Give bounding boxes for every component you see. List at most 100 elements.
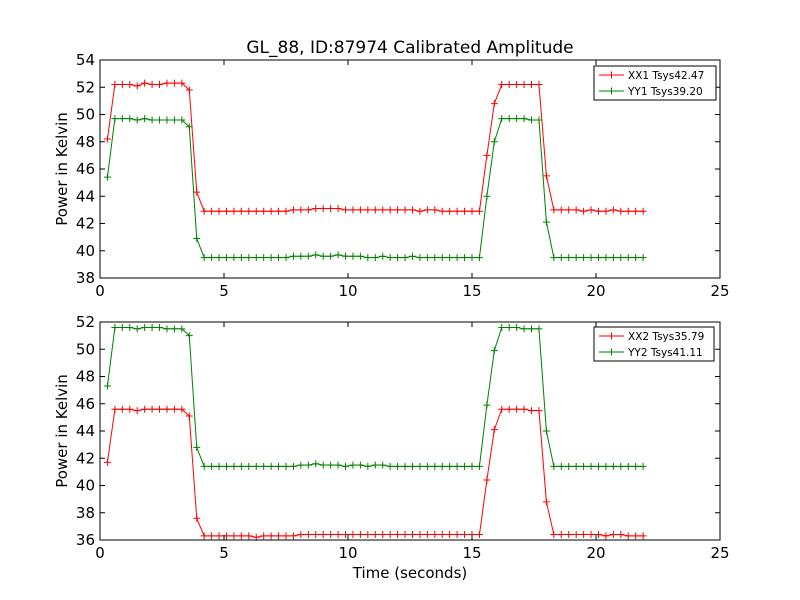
data-point <box>260 532 268 540</box>
data-point <box>572 462 580 470</box>
data-point <box>535 81 543 89</box>
data-point <box>126 405 134 413</box>
data-point <box>386 254 394 262</box>
data-point <box>408 462 416 470</box>
data-point <box>118 405 126 413</box>
data-point <box>342 462 350 470</box>
data-point <box>639 462 647 470</box>
data-point <box>364 531 372 539</box>
y-tick-label: 48 <box>76 133 95 151</box>
data-point <box>602 532 610 540</box>
data-point <box>267 207 275 215</box>
data-point <box>185 332 193 340</box>
data-point <box>453 254 461 262</box>
legend-marker <box>608 348 615 356</box>
subplot-2: 0 5 10 15 20 25 36 38 40 42 44 46 48 50 52 Power in Kel… <box>53 313 730 562</box>
data-point <box>632 254 640 262</box>
data-point <box>401 254 409 262</box>
data-point <box>267 532 275 540</box>
data-point <box>356 531 364 539</box>
data-point <box>624 462 632 470</box>
data-point <box>230 207 238 215</box>
data-point <box>222 254 230 262</box>
legend-entry: YY2 Tsys41.11 <box>599 347 703 359</box>
data-point <box>535 116 543 124</box>
chart-title: GL_88, ID:87974 Calibrated Amplitude <box>246 38 573 58</box>
data-point <box>587 462 595 470</box>
data-point <box>193 234 201 242</box>
data-point <box>252 254 260 262</box>
data-point <box>602 462 610 470</box>
data-point <box>609 206 617 214</box>
data-point <box>453 207 461 215</box>
data-point <box>312 205 320 213</box>
data-point <box>386 531 394 539</box>
data-point <box>133 116 141 124</box>
data-point <box>371 461 379 469</box>
data-point <box>304 206 312 214</box>
data-point <box>156 323 164 331</box>
data-point <box>602 207 610 215</box>
data-point <box>304 461 312 469</box>
data-point <box>490 138 498 146</box>
y-tick-label: 46 <box>76 395 95 413</box>
y-tick-label: 42 <box>76 449 95 467</box>
data-point <box>141 79 149 87</box>
legend-marker <box>608 71 615 79</box>
data-point <box>617 207 625 215</box>
data-point <box>126 323 134 331</box>
data-point <box>394 462 402 470</box>
x-tick-label: 10 <box>338 544 357 562</box>
data-point <box>327 531 335 539</box>
data-point <box>580 462 588 470</box>
data-point <box>364 462 372 470</box>
data-point <box>565 462 573 470</box>
data-point <box>118 323 126 331</box>
x-axis-label: Time (seconds) <box>352 564 468 582</box>
data-point <box>215 462 223 470</box>
data-point <box>289 462 297 470</box>
data-point <box>386 206 394 214</box>
data-point <box>208 532 216 540</box>
data-point <box>245 207 253 215</box>
y-tick-label: 48 <box>76 368 95 386</box>
data-point <box>148 405 156 413</box>
data-point <box>386 462 394 470</box>
legend-entry: XX2 Tsys35.79 <box>599 331 704 343</box>
data-point <box>208 462 216 470</box>
data-point <box>237 207 245 215</box>
data-point <box>237 532 245 540</box>
data-point <box>379 252 387 260</box>
data-point <box>208 254 216 262</box>
data-point <box>252 207 260 215</box>
data-point <box>438 462 446 470</box>
data-point <box>483 192 491 200</box>
data-point <box>580 254 588 262</box>
y-tick-label: 50 <box>76 106 95 124</box>
data-point <box>312 531 320 539</box>
legend-box <box>593 326 715 362</box>
data-point <box>572 206 580 214</box>
y-tick-label: 38 <box>76 269 95 287</box>
data-point <box>304 252 312 260</box>
data-point <box>319 531 327 539</box>
data-point <box>163 325 171 333</box>
data-point <box>609 462 617 470</box>
data-point <box>580 207 588 215</box>
data-point <box>475 254 483 262</box>
data-point <box>438 207 446 215</box>
data-point <box>342 206 350 214</box>
data-point <box>148 323 156 331</box>
data-point <box>639 207 647 215</box>
data-point <box>535 325 543 333</box>
data-point <box>535 407 543 415</box>
series-2 <box>103 115 647 262</box>
data-point <box>408 252 416 260</box>
data-point <box>490 347 498 355</box>
data-point <box>401 462 409 470</box>
data-point <box>594 207 602 215</box>
data-point <box>312 460 320 468</box>
x-tick-label: 25 <box>710 544 729 562</box>
data-point <box>215 207 223 215</box>
